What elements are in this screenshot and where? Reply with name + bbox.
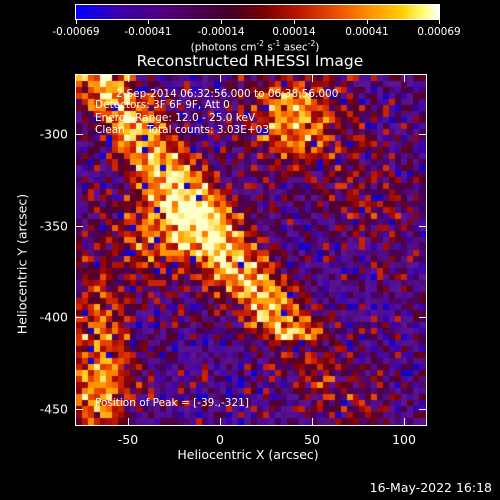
y-axis-tick (76, 226, 83, 227)
x-axis-tick (128, 75, 129, 82)
plot-area: 2-Sep-2014 06:32:56.000 to 06:38:56.000 … (75, 74, 427, 426)
units-exponent: -2 (256, 39, 264, 48)
colorbar-tick (439, 20, 440, 24)
y-tick-label: -400 (39, 309, 68, 325)
units-exponent: -1 (272, 39, 281, 48)
y-axis-tick (419, 317, 426, 318)
x-tick-label: 100 (392, 432, 416, 447)
colorbar-units: (photons cm-2 s-1 asec-2) (191, 39, 320, 54)
colorbar-tick (367, 20, 368, 24)
colorbar-tick-label: 0.00041 (345, 26, 389, 38)
x-axis-tick (312, 75, 313, 82)
colorbar-tick (148, 20, 149, 24)
colorbar (75, 4, 440, 20)
y-tick-label: -350 (39, 218, 68, 234)
x-tick-label: 50 (304, 432, 320, 447)
units-exponent: -2 (307, 39, 316, 48)
y-axis-tick (76, 409, 83, 410)
datestamp: 16-May-2022 16:18 (369, 480, 492, 495)
x-axis-tick (312, 418, 313, 425)
x-tick-label: -50 (117, 432, 139, 447)
detectors-annotation: Detectors: 3F 6F 9F, Att 0 (95, 99, 230, 111)
colorbar-tick (294, 20, 295, 24)
colorbar-tick (221, 20, 222, 24)
y-axis-tick (419, 134, 426, 135)
x-axis-tick (128, 418, 129, 425)
x-axis-tick (404, 418, 405, 425)
y-tick-label: -450 (39, 401, 68, 417)
total-counts-annotation: Total counts: 3.03E+03 (147, 124, 270, 136)
units-text: ) (315, 41, 320, 54)
x-tick-label: 0 (216, 432, 224, 447)
colorbar-tick-label: -0.00014 (197, 26, 245, 38)
heatmap-image (76, 75, 426, 425)
units-text: (photons cm (190, 41, 257, 54)
x-axis-tick (404, 75, 405, 82)
y-axis-tick (76, 134, 83, 135)
colorbar-tick-label: 0.00069 (417, 26, 461, 38)
units-text: s (263, 41, 273, 54)
y-axis-tick (419, 409, 426, 410)
clean-annotation: Clean (95, 124, 125, 136)
time-range-annotation: 2-Sep-2014 06:32:56.000 to 06:38:56.000 (116, 88, 339, 100)
colorbar-tick-label: -0.00041 (124, 26, 172, 38)
peak-position-annotation: Position of Peak = [-39.,-321] (95, 397, 249, 409)
plot-title: Reconstructed RHESSI Image (136, 52, 364, 70)
colorbar-tick-label: -0.00069 (52, 26, 100, 38)
colorbar-tick-label: 0.00014 (272, 26, 316, 38)
y-axis-tick (76, 317, 83, 318)
energy-range-annotation: Energy Range: 12.0 - 25.0 keV (95, 112, 256, 124)
units-text: asec (280, 41, 308, 54)
x-axis-tick (220, 418, 221, 425)
y-axis-label: Heliocentric Y (arcsec) (14, 193, 30, 335)
x-axis-tick (220, 75, 221, 82)
y-tick-label: -300 (39, 126, 68, 142)
colorbar-tick (76, 20, 77, 24)
x-axis-label: Heliocentric X (arcsec) (177, 447, 319, 462)
y-axis-tick (419, 226, 426, 227)
